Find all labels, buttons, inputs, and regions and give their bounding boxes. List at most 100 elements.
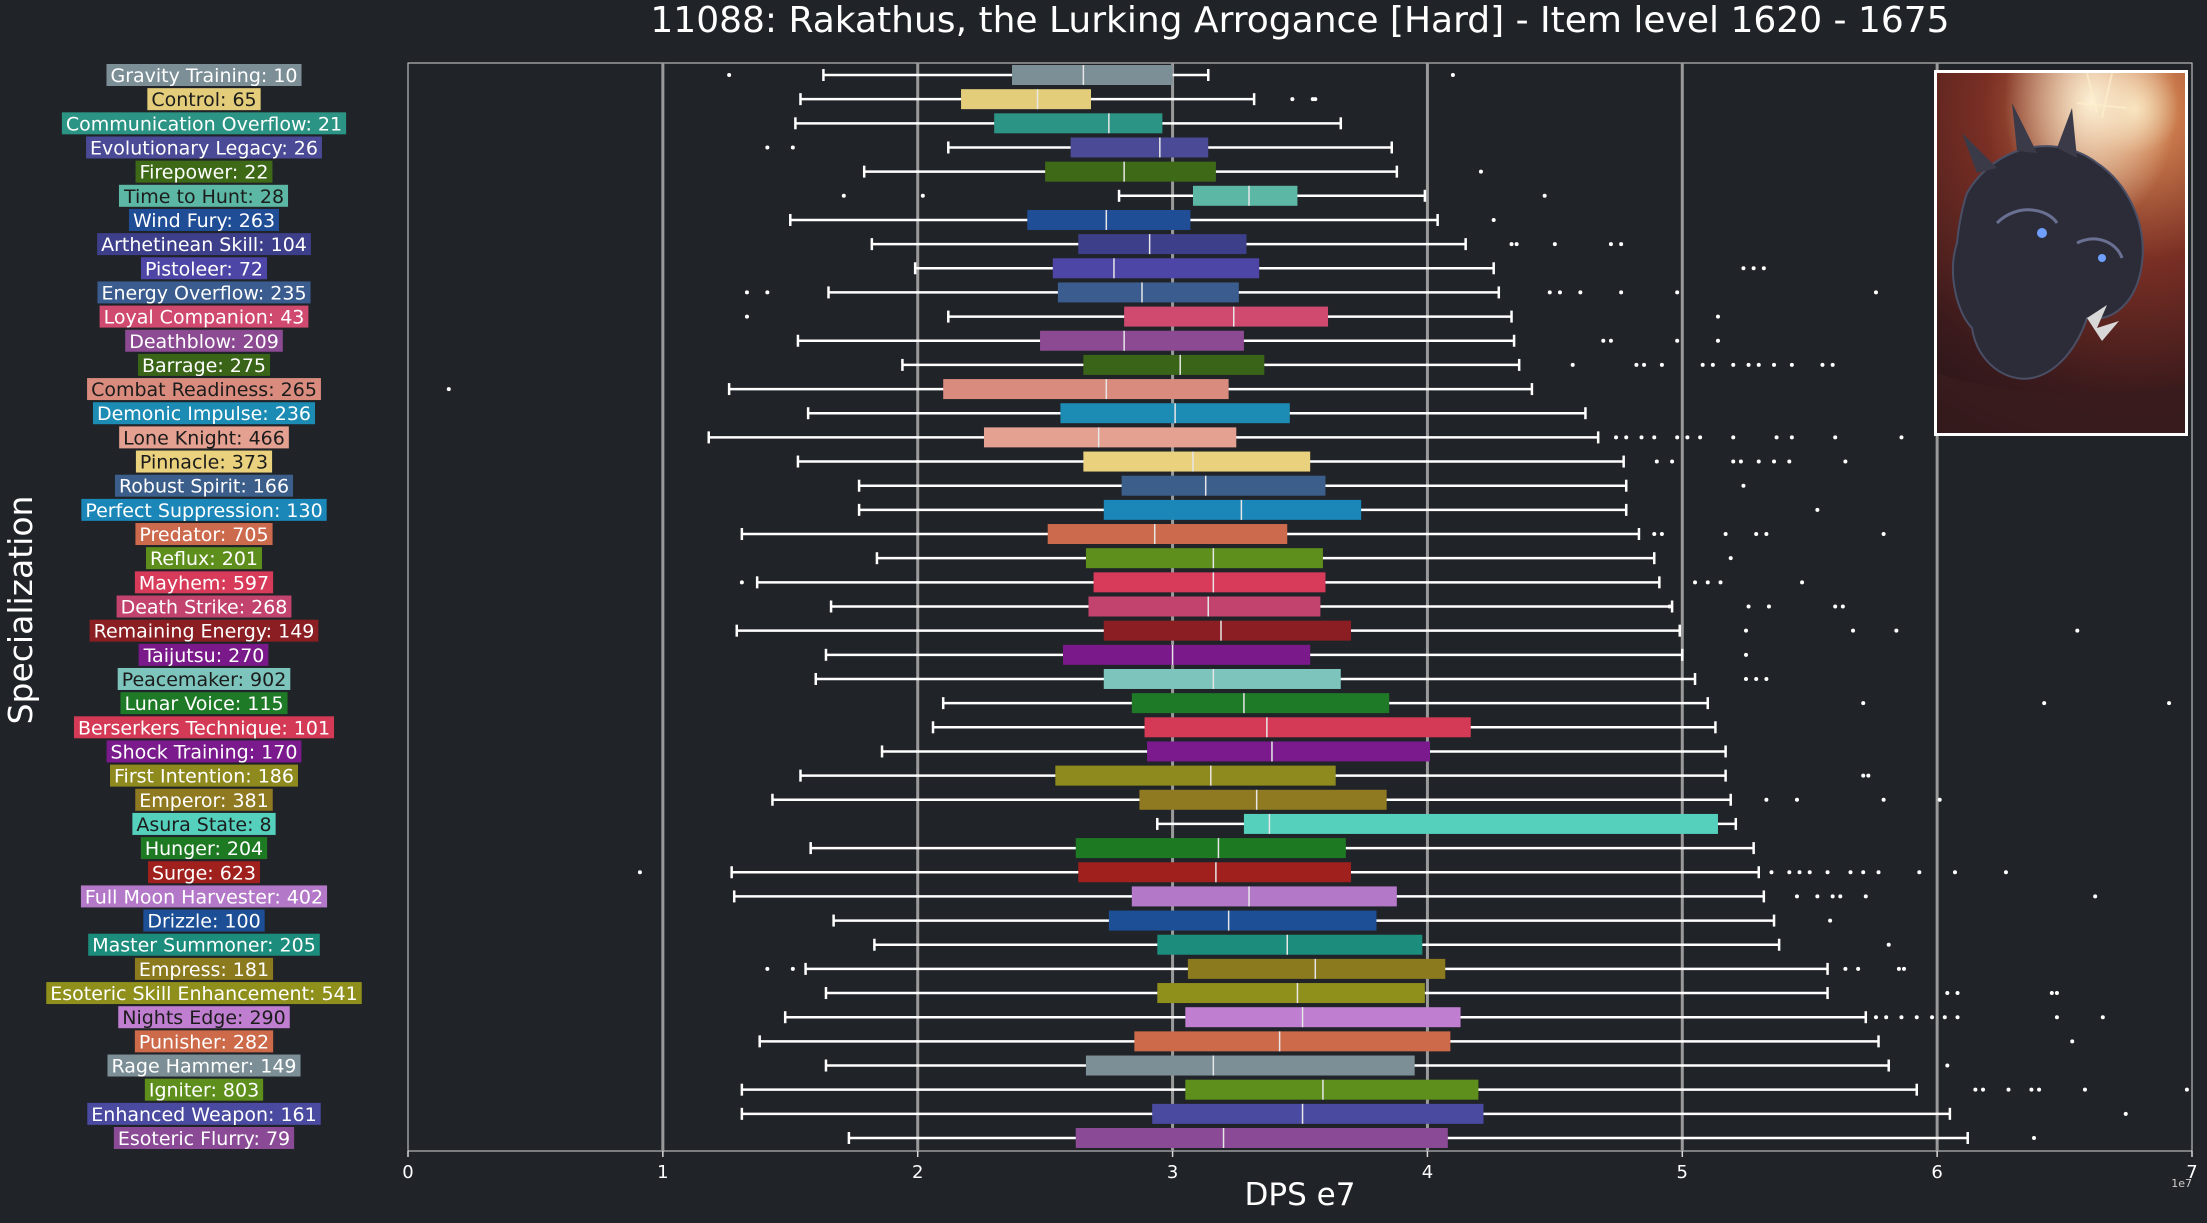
category-label-bg: [46, 982, 362, 1005]
iqr-box: [1152, 1103, 1484, 1124]
box-2: [794, 113, 1343, 134]
box-7: [870, 234, 1624, 255]
outlier-point: [1700, 362, 1705, 367]
box-33: [637, 862, 2008, 883]
outlier-point: [1774, 435, 1779, 440]
category-label-text: Combat Readiness: 265: [91, 379, 317, 401]
category-label-text: Firepower: 22: [140, 162, 269, 184]
category-label-13: Combat Readiness: 265: [87, 378, 321, 401]
category-label-22: Death Strike: 268: [116, 595, 292, 619]
category-label-30: Emperor: 381: [135, 788, 273, 812]
box-35: [832, 910, 1833, 931]
category-label-bg: [73, 716, 335, 739]
iqr-box: [1157, 983, 1425, 1004]
outlier-point: [1652, 532, 1657, 537]
category-label-bg: [113, 1127, 295, 1149]
iqr-box: [1144, 717, 1471, 738]
category-label-bg: [89, 619, 319, 642]
category-label-text: Lunar Voice: 115: [124, 693, 283, 715]
outlier-point: [2082, 1087, 2087, 1092]
outlier-point: [1973, 1087, 1978, 1092]
box-28: [880, 741, 1727, 762]
outlier-point: [1800, 580, 1805, 585]
outlier-point: [765, 145, 770, 150]
iqr-box: [1131, 886, 1397, 907]
outlier-point: [1744, 652, 1748, 657]
outlier-point: [2042, 701, 2047, 706]
outlier-point: [1830, 362, 1835, 367]
outlier-point: [1772, 459, 1777, 464]
category-label-4: Firepower: 22: [135, 160, 273, 184]
iqr-box: [943, 379, 1229, 400]
box-10: [744, 306, 1720, 327]
category-label-bg: [86, 136, 322, 159]
outlier-point: [1731, 435, 1736, 440]
category-label-bg: [134, 1030, 274, 1053]
category-label-19: Predator: 705: [135, 523, 273, 546]
category-label-3: Evolutionary Legacy: 26: [86, 136, 322, 159]
category-label-bg: [110, 764, 298, 787]
iqr-box: [1055, 765, 1336, 786]
category-label-text: Control: 65: [151, 89, 256, 111]
category-label-17: Robust Spirit: 166: [114, 474, 294, 498]
box-17: [857, 475, 1746, 496]
iqr-box: [1052, 258, 1260, 279]
category-label-bg: [107, 1054, 301, 1077]
outlier-point: [1652, 435, 1657, 440]
category-label-bg: [135, 788, 273, 811]
x-tick-label-0: 0: [402, 1162, 413, 1183]
category-label-bg: [80, 885, 328, 908]
outlier-point: [1899, 1015, 1904, 1020]
box-32: [809, 838, 1755, 859]
box-43: [740, 1103, 2128, 1124]
category-label-text: Igniter: 803: [149, 1080, 259, 1102]
x-tick-label-4: 4: [1422, 1162, 1433, 1183]
category-label-text: Asura State: 8: [136, 814, 271, 836]
outlier-point: [1807, 870, 1812, 875]
iqr-box: [1085, 1055, 1415, 1076]
outlier-point: [1478, 169, 1483, 174]
outlier-point: [1876, 870, 1881, 875]
iqr-box: [1075, 838, 1346, 859]
category-label-text: Peacemaker: 902: [122, 669, 287, 691]
category-label-24: Taijutsu: 270: [138, 643, 269, 667]
outlier-point: [1848, 870, 1853, 875]
box-31: [1156, 813, 1738, 834]
box-14: [806, 403, 1587, 424]
x-axis-ticks: 0 1 2 3 4 5 6 7: [402, 1151, 2198, 1183]
category-label-36: Master Summoner: 205: [88, 933, 320, 957]
box-0: [727, 65, 1455, 85]
box-8: [913, 258, 1766, 279]
outlier-point: [1619, 242, 1624, 247]
outlier-point: [1942, 1015, 1947, 1020]
outlier-point: [1794, 894, 1799, 899]
outlier-point: [1601, 338, 1606, 343]
x-tick-label-3: 3: [1167, 1162, 1178, 1183]
category-label-text: Perfect Suppression: 130: [85, 500, 322, 522]
category-label-bg: [118, 184, 289, 207]
iqr-box: [1047, 524, 1288, 545]
category-label-bg: [97, 233, 311, 256]
outlier-point: [1608, 242, 1613, 247]
box-36: [873, 934, 1891, 955]
iqr-box: [1078, 234, 1247, 255]
outlier-point: [1642, 362, 1647, 367]
category-label-bg: [137, 353, 271, 376]
category-label-38: Esoteric Skill Enhancement: 541: [46, 982, 362, 1005]
category-label-text: Mayhem: 597: [139, 572, 269, 594]
box-9: [744, 282, 1878, 303]
box-42: [740, 1079, 2189, 1100]
category-label-5: Time to Hunt: 28: [118, 184, 289, 208]
category-label-bg: [88, 933, 320, 956]
outlier-point: [1861, 773, 1866, 778]
outlier-point: [1825, 870, 1830, 875]
outlier-point: [1744, 676, 1748, 681]
box-4: [862, 161, 1483, 182]
outlier-point: [1838, 894, 1843, 899]
category-label-32: Hunger: 204: [140, 837, 268, 860]
category-label-33: Surge: 623: [147, 861, 261, 884]
category-label-1: Control: 65: [147, 88, 261, 111]
iqr-box: [1075, 1128, 1448, 1148]
